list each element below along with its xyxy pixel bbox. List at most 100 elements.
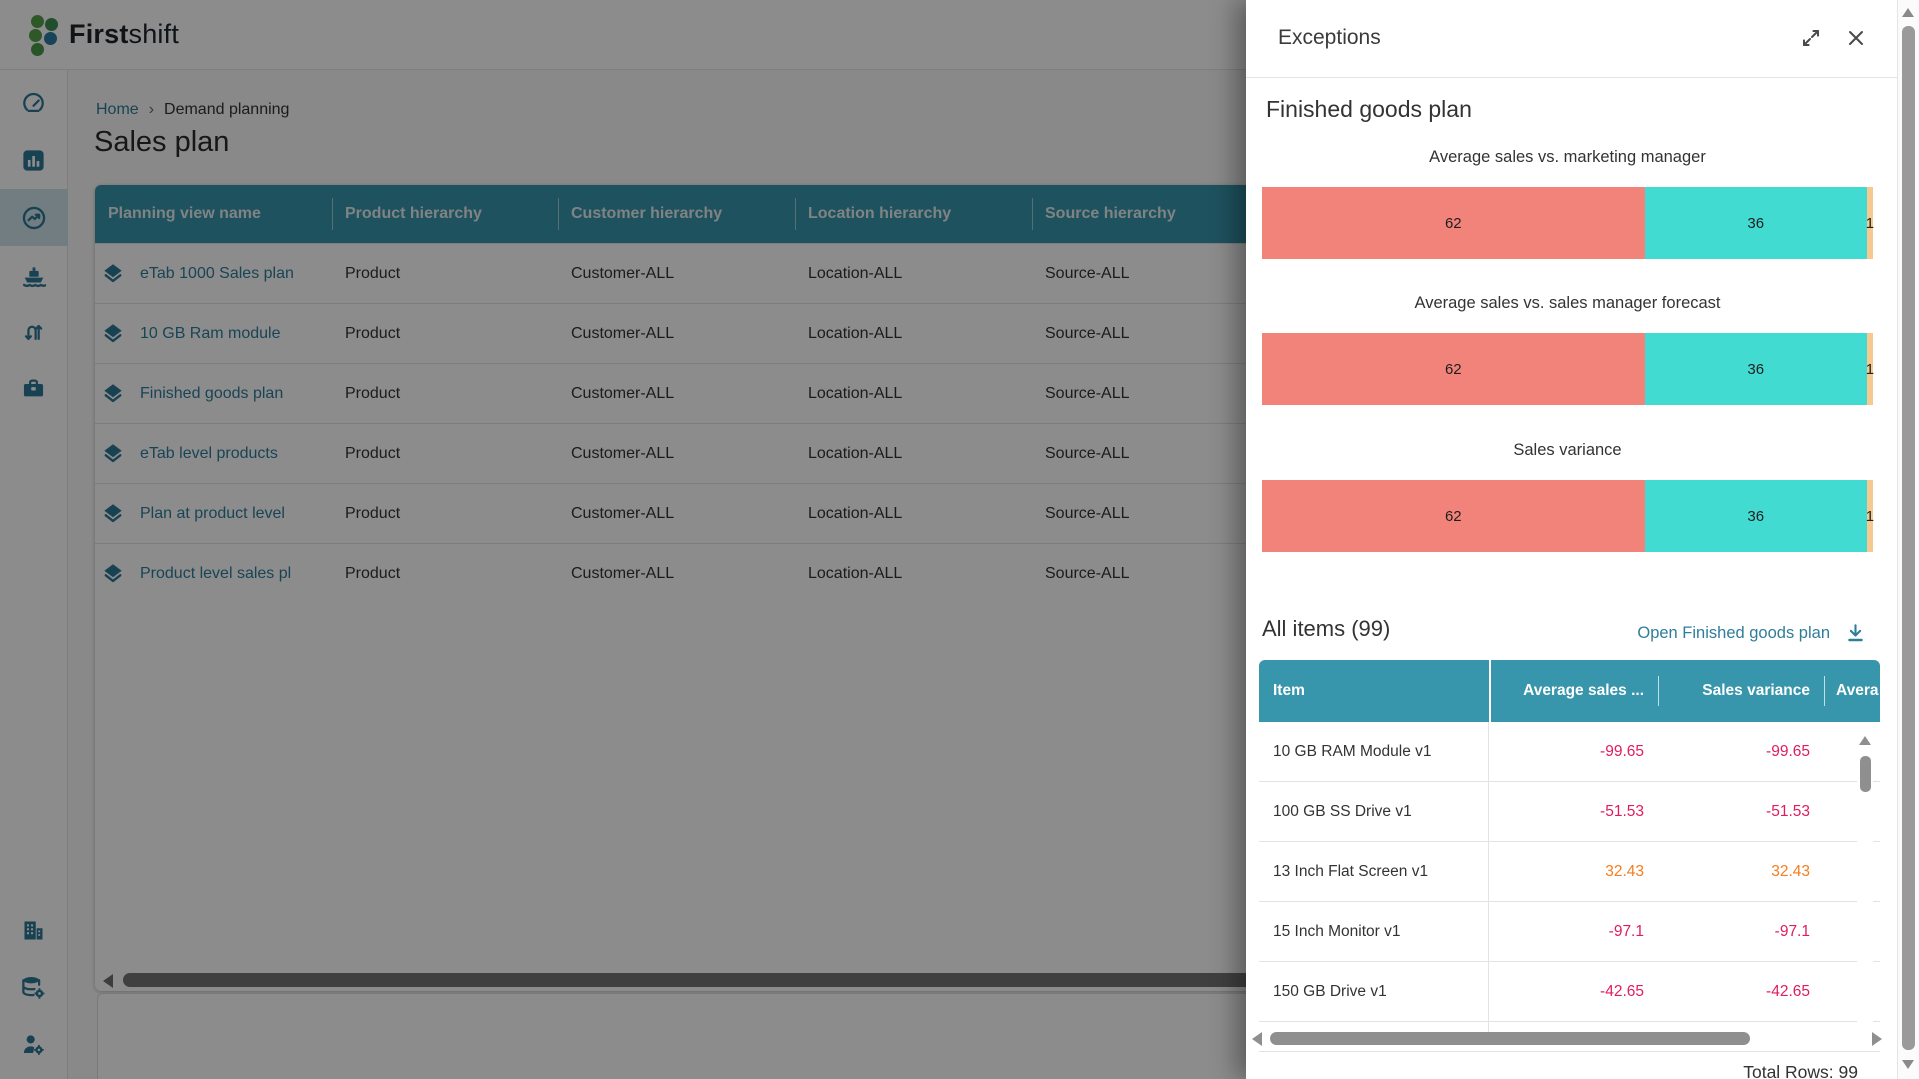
- bar-segment-value: 1: [1865, 214, 1875, 232]
- scrollbar-thumb[interactable]: [1902, 26, 1915, 1050]
- scroll-left-arrow[interactable]: [1252, 1032, 1262, 1046]
- scrollbar-thumb[interactable]: [1860, 756, 1871, 792]
- firstshift-dots-logo[interactable]: [22, 12, 62, 58]
- planning-view-link[interactable]: Finished goods plan: [140, 384, 284, 402]
- page-vertical-scrollbar: [1897, 0, 1919, 1079]
- column-header-average-sales[interactable]: Average sales ...: [1489, 660, 1658, 722]
- column-header-average-truncated[interactable]: Avera: [1824, 660, 1880, 722]
- column-header-location-hierarchy[interactable]: Location hierarchy: [795, 185, 1032, 243]
- column-header-customer-hierarchy[interactable]: Customer hierarchy: [558, 185, 795, 243]
- bar-segment: 62: [1262, 480, 1645, 552]
- ship-icon: [22, 266, 46, 287]
- cell-sales-variance: -97.1: [1774, 922, 1810, 940]
- expand-icon[interactable]: [1799, 26, 1823, 50]
- breadcrumb-current: Demand planning: [164, 101, 290, 118]
- item-row: 10 GB RAM Module v1 -99.65 -99.65: [1259, 722, 1880, 782]
- sidebar-item-data-settings[interactable]: [0, 959, 68, 1016]
- cell-sales-variance: 32.43: [1771, 862, 1810, 880]
- items-table-header: Item Average sales ... Sales variance Av…: [1259, 660, 1880, 722]
- sidebar-nav: [0, 70, 68, 1079]
- bar-segment-value: 1: [1865, 507, 1875, 525]
- planning-view-link[interactable]: Plan at product level: [140, 504, 285, 522]
- bar-chart-icon: [23, 150, 44, 171]
- cell-source-hierarchy: Source-ALL: [1045, 564, 1130, 582]
- stacked-bar: 62 36 1: [1262, 333, 1874, 405]
- cell-product-hierarchy: Product: [345, 264, 401, 282]
- scroll-right-arrow[interactable]: [1872, 1032, 1882, 1046]
- exception-items-table: Item Average sales ... Sales variance Av…: [1259, 660, 1880, 1034]
- cell-customer-hierarchy: Customer-ALL: [571, 324, 675, 342]
- sidebar-item-supply[interactable]: [0, 246, 68, 303]
- cell-product-hierarchy: Product: [345, 564, 401, 582]
- bar-segment: 36: [1644, 187, 1867, 259]
- item-row: 150 GB Drive v1 -42.65 -42.65: [1259, 962, 1880, 1022]
- cell-average-sales: -97.1: [1608, 922, 1644, 940]
- brand-bold: First: [69, 19, 129, 49]
- cell-product-hierarchy: Product: [345, 504, 401, 522]
- layers-icon: [100, 561, 126, 587]
- layers-icon: [100, 321, 126, 347]
- bar-segment: 36: [1644, 333, 1867, 405]
- cell-product-hierarchy: Product: [345, 444, 401, 462]
- column-header-item[interactable]: Item: [1273, 682, 1305, 699]
- breadcrumb-separator: ›: [148, 101, 155, 118]
- sidebar-item-analytics[interactable]: [0, 132, 68, 189]
- cell-sales-variance: -51.53: [1766, 802, 1810, 820]
- breadcrumb-home-link[interactable]: Home: [96, 101, 139, 118]
- chart-title: Average sales vs. marketing manager: [1429, 148, 1706, 166]
- cell-location-hierarchy: Location-ALL: [808, 264, 903, 282]
- cell-sales-variance: -99.65: [1766, 742, 1810, 760]
- chart-average-sales-vs-sales-manager-forecast: Average sales vs. sales manager forecast…: [1262, 294, 1874, 405]
- drawer-header: Exceptions: [1246, 0, 1897, 78]
- close-icon[interactable]: [1844, 26, 1868, 50]
- planning-view-link[interactable]: eTab level products: [140, 444, 278, 462]
- items-table-filler: [1259, 1022, 1880, 1034]
- scrollbar-thumb[interactable]: [1270, 1032, 1750, 1045]
- column-header-sales-variance[interactable]: Sales variance: [1658, 660, 1824, 722]
- database-gear-icon: [22, 977, 45, 999]
- bar-segment: 36: [1644, 480, 1867, 552]
- bar-segment: 62: [1262, 187, 1645, 259]
- brand-wordmark: Firstshift: [69, 19, 179, 50]
- download-icon[interactable]: [1844, 622, 1867, 645]
- column-header-product-hierarchy[interactable]: Product hierarchy: [332, 185, 558, 243]
- cell-average-sales: -99.65: [1600, 742, 1644, 760]
- bar-segment-value: 36: [1747, 360, 1765, 378]
- planning-view-link[interactable]: 10 GB Ram module: [140, 324, 281, 342]
- planning-view-link[interactable]: eTab 1000 Sales plan: [140, 264, 294, 282]
- layers-icon: [100, 501, 126, 527]
- column-header-source-hierarchy[interactable]: Source hierarchy: [1032, 185, 1880, 243]
- stacked-bar: 62 36 1: [1262, 480, 1875, 552]
- column-header-planning-view-name[interactable]: Planning view name: [108, 205, 261, 222]
- scroll-left-arrow[interactable]: [103, 974, 113, 988]
- bar-segment-value: 62: [1444, 507, 1462, 525]
- sidebar-item-demand-planning[interactable]: [0, 189, 68, 246]
- building-icon: [24, 921, 43, 940]
- open-plan-row: Open Finished goods plan: [1637, 622, 1867, 645]
- cell-average-sales: -51.53: [1600, 802, 1644, 820]
- sidebar-item-organization[interactable]: [0, 902, 68, 959]
- sidebar-item-dashboard[interactable]: [0, 75, 68, 132]
- items-vertical-scrollbar: [1857, 728, 1873, 1028]
- bar-segment: 1: [1865, 480, 1875, 552]
- chart-average-sales-vs-marketing-manager: Average sales vs. marketing manager 62 3…: [1262, 148, 1875, 259]
- scroll-up-arrow[interactable]: [1902, 8, 1914, 17]
- sidebar-item-flows[interactable]: [0, 303, 68, 360]
- scroll-up-arrow[interactable]: [1859, 736, 1871, 745]
- item-row: 100 GB SS Drive v1 -51.53 -51.53: [1259, 782, 1880, 842]
- cell-item-name: 10 GB RAM Module v1: [1259, 722, 1489, 781]
- scroll-down-arrow[interactable]: [1902, 1060, 1914, 1069]
- drawer-title: Exceptions: [1278, 26, 1381, 49]
- bar-segment-value: 62: [1444, 214, 1462, 232]
- cell-location-hierarchy: Location-ALL: [808, 384, 903, 402]
- planning-view-link[interactable]: Product level sales pl: [140, 564, 292, 582]
- cell-location-hierarchy: Location-ALL: [808, 564, 903, 582]
- open-finished-goods-plan-link[interactable]: Open Finished goods plan: [1637, 624, 1830, 642]
- cell-source-hierarchy: Source-ALL: [1045, 504, 1130, 522]
- bar-segment: 1: [1865, 187, 1875, 259]
- sidebar-item-user-admin[interactable]: [0, 1016, 68, 1073]
- drawer-section-title: Finished goods plan: [1266, 96, 1472, 122]
- cell-location-hierarchy: Location-ALL: [808, 444, 903, 462]
- sidebar-item-portfolio[interactable]: [0, 360, 68, 417]
- gauge-icon: [23, 92, 44, 113]
